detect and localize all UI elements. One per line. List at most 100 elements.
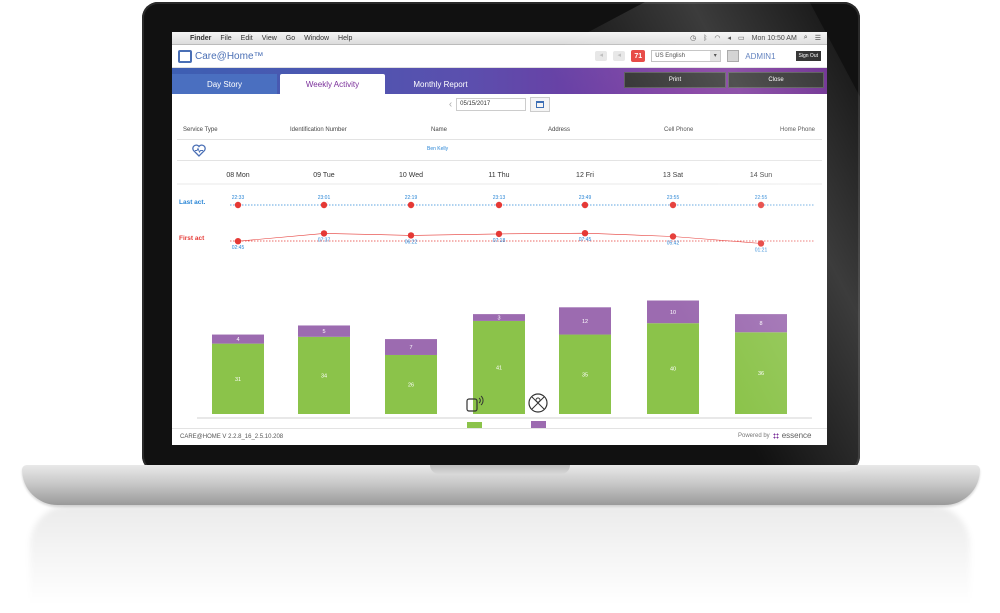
bar-segment-purple <box>735 314 787 333</box>
back-icon[interactable]: ◂ <box>595 51 608 61</box>
search-icon[interactable]: ⌕ <box>803 34 808 41</box>
first-act-point <box>234 238 242 245</box>
calendar-button[interactable] <box>530 96 551 112</box>
bar-segment-purple <box>298 325 350 337</box>
brand-name: essence <box>781 431 812 440</box>
app-logo-text: Care@Home™ <box>195 50 264 62</box>
last-act-point <box>234 201 242 209</box>
weekly-activity-chart: 08 Mon 09 Tue 10 Wed 11 Thu 12 Fri 13 Sat 14 S… <box>177 172 822 419</box>
menu-list-icon[interactable]: ☰ <box>814 35 821 42</box>
avatar[interactable] <box>727 50 740 62</box>
bar-segment-green <box>385 354 437 414</box>
last-act-time: 22:33 <box>232 195 245 201</box>
tab-weekly-activity[interactable]: Weekly Activity <box>280 74 385 94</box>
sound-icon[interactable]: ◂ <box>613 51 626 61</box>
header-service-type: Service Type <box>183 127 218 133</box>
client-name[interactable]: Ben Kelly <box>427 146 449 152</box>
last-act-time: 23:13 <box>493 195 506 201</box>
first-act-time: 06:22 <box>405 239 418 245</box>
client-info-header: Service Type Identification Number Name … <box>172 127 827 137</box>
menu-view[interactable]: View <box>261 34 277 42</box>
bar-value-purple: 12 <box>582 319 588 325</box>
home-icon <box>178 49 192 63</box>
essence-logo-icon <box>772 432 779 439</box>
menubar-clock[interactable]: Mon 10:50 AM <box>751 34 797 42</box>
day-label: 10 Wed <box>399 172 423 179</box>
date-input[interactable]: 05/15/2017 <box>456 97 527 111</box>
divider <box>172 428 827 429</box>
mac-menubar: Finder File Edit View Go Window Help ◷ ᛒ… <box>172 32 827 45</box>
user-name[interactable]: ADMIN1 <box>745 51 776 61</box>
first-act-time: 07:45 <box>579 237 592 243</box>
bar-segment-purple <box>647 300 699 324</box>
sign-out-button[interactable]: Sign Out <box>795 51 821 61</box>
last-act-point <box>757 201 765 209</box>
header-name: Name <box>431 127 448 133</box>
menu-go[interactable]: Go <box>285 34 296 42</box>
menu-help[interactable]: Help <box>338 34 353 42</box>
date-picker-bar: ‹ 05/15/2017 <box>172 94 827 114</box>
menu-file[interactable]: File <box>220 34 232 42</box>
last-act-time: 22:55 <box>755 195 768 201</box>
bar-segment-green <box>212 343 264 414</box>
wifi-icon[interactable]: ◠ <box>714 35 721 42</box>
day-label: 11 Thu <box>488 172 509 179</box>
laptop-reflection <box>30 505 970 605</box>
first-act-time: 02:45 <box>232 245 245 251</box>
first-act-time: 07:18 <box>493 238 506 244</box>
alert-badge[interactable]: 71 <box>631 50 646 62</box>
bar-value-purple: 10 <box>670 310 676 316</box>
chevron-down-icon: ▾ <box>710 51 721 61</box>
header-cell-phone: Cell Phone <box>664 127 694 133</box>
tab-day-story[interactable]: Day Story <box>172 74 277 94</box>
print-button[interactable]: Print <box>624 72 726 88</box>
client-row[interactable]: Ben Kelly <box>172 143 827 159</box>
menu-edit[interactable]: Edit <box>240 34 253 42</box>
bar-segment-purple <box>473 314 525 321</box>
volume-icon[interactable]: ◂ <box>727 35 732 42</box>
last-act-label: Last act. <box>179 199 206 206</box>
bar-segment-green <box>298 336 350 414</box>
bar-value-green: 31 <box>235 377 241 383</box>
bluetooth-icon[interactable]: ᛒ <box>703 34 708 42</box>
powered-by: Powered by essence <box>738 431 811 440</box>
first-act-point <box>669 233 677 240</box>
menu-finder[interactable]: Finder <box>190 34 212 42</box>
day-label: 13 Sat <box>663 172 683 179</box>
battery-icon[interactable]: ▭ <box>738 35 745 42</box>
menu-window[interactable]: Window <box>304 34 330 42</box>
bar-segment-purple <box>385 339 437 355</box>
header-id-number: Identification Number <box>290 127 347 133</box>
header-address: Address <box>548 127 571 133</box>
bar-value-green: 26 <box>408 382 414 388</box>
bar-value-green: 40 <box>670 367 676 373</box>
version-text: CARE@HOME V 2.2.8_16_2.5.10.208 <box>180 434 284 440</box>
header-home-phone: Home Phone <box>780 127 816 133</box>
first-act-label: First act <box>179 235 205 242</box>
legend-swatch-green <box>467 422 482 429</box>
first-act-point <box>495 230 503 238</box>
chevron-left-icon[interactable]: ‹ <box>448 98 453 110</box>
nav-tabs: Day Story Weekly Activity Monthly Report… <box>172 68 827 94</box>
bar-value-green: 35 <box>582 372 588 378</box>
bar-value-purple: 4 <box>236 337 239 343</box>
last-act-point <box>407 201 415 209</box>
app-logo[interactable]: Care@Home™ <box>178 49 264 63</box>
first-act-point <box>407 232 415 239</box>
tab-monthly-report[interactable]: Monthly Report <box>413 79 468 89</box>
powered-by-label: Powered by <box>738 432 770 439</box>
last-act-time: 23:49 <box>579 195 592 201</box>
bar-value-purple: 8 <box>759 321 762 327</box>
clock-icon[interactable]: ◷ <box>690 35 697 42</box>
bar-segment-purple <box>212 334 264 344</box>
screen: Finder File Edit View Go Window Help ◷ ᛒ… <box>172 32 827 445</box>
bar-value-purple: 3 <box>497 316 500 322</box>
first-act-time: 05:42 <box>667 240 680 246</box>
bar-segment-green <box>735 332 787 414</box>
bar-segment-green <box>647 323 699 414</box>
close-button[interactable]: Close <box>728 72 824 88</box>
first-act-point <box>581 230 589 237</box>
language-select[interactable]: US English ▾ <box>651 50 722 62</box>
last-act-point <box>320 201 328 209</box>
legend-sensor <box>463 393 485 429</box>
